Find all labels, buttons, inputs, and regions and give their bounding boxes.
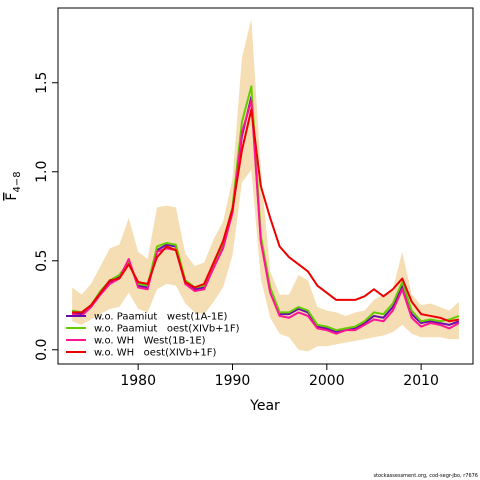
y-tick-label-2: 1.0 (34, 161, 50, 183)
series-line-4 (72, 108, 460, 323)
series-lines-layer (71, 85, 460, 335)
confidence-band-layer (72, 18, 459, 352)
legend-label-4: w.o. WH oest(XIVb+1F) (94, 348, 216, 359)
legend: w.o. Paamiut west(1A-1E)w.o. Paamiut oes… (66, 312, 240, 359)
y-tick-label-1: 0.5 (34, 250, 50, 272)
y-axis-label: F4−8 (4, 171, 23, 200)
credit-text: stockassessment.org, cod-segr-jbo, r7676 (373, 473, 478, 479)
legend-label-2: w.o. Paamiut oest(XIVb+1F) (94, 324, 240, 335)
x-tick-label-1980: 1980 (120, 373, 156, 389)
y-axis-label-sub: 4−8 (12, 171, 23, 192)
legend-label-3: w.o. WH West(1B-1E) (94, 336, 206, 347)
plot-frame (57, 7, 474, 365)
y-axis: 0.0 0.5 1.0 1.5 (34, 72, 58, 361)
x-tick-label-2010: 2010 (403, 373, 439, 389)
x-tick-label-1990: 1990 (215, 373, 251, 389)
confidence-band (72, 18, 459, 352)
x-tick-label-2000: 2000 (309, 373, 345, 389)
legend-label-1: w.o. Paamiut west(1A-1E) (94, 312, 228, 323)
y-tick-label-3: 1.5 (34, 72, 50, 94)
series-line-3 (71, 99, 460, 335)
x-axis: 1980 1990 2000 2010 (120, 364, 439, 389)
x-axis-label: Year (249, 398, 280, 414)
y-tick-label-0: 0.0 (34, 339, 50, 361)
svg-text:F4−8: F4−8 (4, 171, 23, 200)
y-axis-label-main: F (4, 193, 20, 201)
